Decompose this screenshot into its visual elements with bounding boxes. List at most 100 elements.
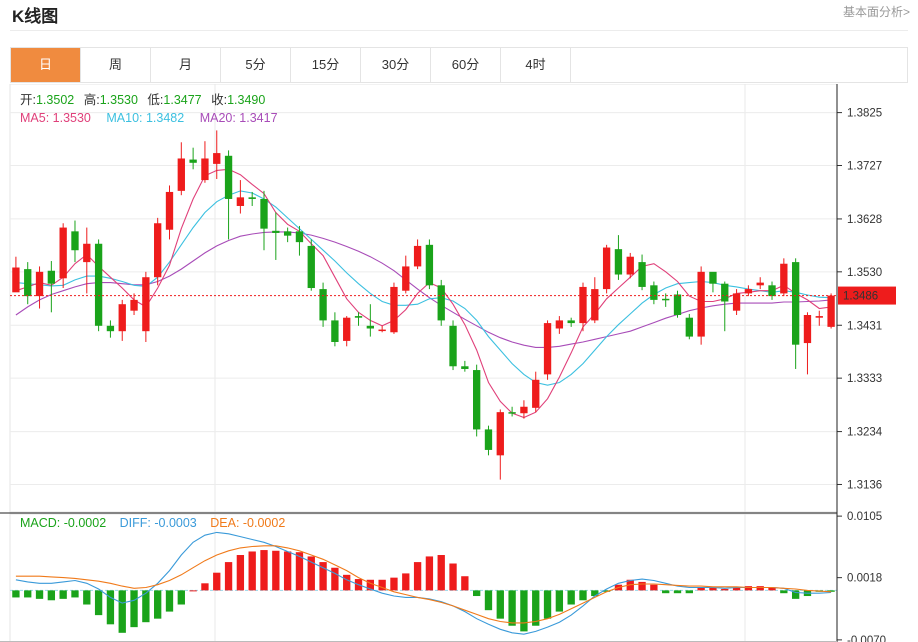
macd-lines [15, 531, 832, 635]
macd-bar [177, 590, 185, 605]
ma10-line [15, 190, 832, 386]
macd-bar [685, 590, 693, 594]
candle [189, 147, 197, 170]
fundamental-analysis-link[interactable]: 基本面分析> [842, 5, 910, 19]
candle [295, 225, 304, 256]
macd-tick-label: 0.0018 [847, 573, 882, 585]
candle [283, 227, 292, 243]
price-tick-label: 1.3628 [847, 214, 882, 226]
ma20-value: MA20: 1.3417 [200, 111, 278, 125]
candle-body [260, 198, 268, 229]
ma5-line [15, 168, 832, 419]
candle [662, 293, 670, 307]
candle [343, 316, 351, 347]
price-tick-label: 1.3825 [847, 108, 882, 120]
macd-bar [555, 590, 564, 612]
candle-body [555, 320, 564, 329]
macd-tick-label: -0.0070 [847, 635, 886, 642]
candle-body [130, 299, 138, 311]
macd-bar [484, 590, 493, 611]
candle [756, 277, 764, 290]
candle [331, 312, 339, 347]
high-value: 1.3530 [100, 93, 138, 107]
macd-bar [496, 590, 504, 619]
candle-body [756, 282, 764, 286]
moving-average-lines [15, 168, 832, 419]
price-tick-label: 1.3727 [847, 160, 882, 172]
candle [532, 371, 540, 413]
candle [425, 239, 434, 290]
macd-bar [473, 590, 481, 597]
tab-60min[interactable]: 60分 [431, 48, 501, 82]
candle [307, 239, 315, 291]
period-tabs: 日 周 月 5分 15分 30分 60分 4时 [10, 47, 908, 83]
candle-body [331, 320, 339, 342]
candle-body [744, 289, 753, 294]
candle-body [520, 406, 528, 414]
tab-month[interactable]: 月 [151, 48, 221, 82]
candle [709, 271, 717, 293]
macd-bar [12, 590, 20, 598]
candle-body [591, 289, 599, 321]
tab-day[interactable]: 日 [11, 48, 81, 82]
candle [319, 282, 327, 327]
macd-bar [756, 586, 764, 591]
macd-bar [295, 552, 304, 591]
candle [378, 325, 386, 333]
candle [827, 293, 835, 329]
candle-body [59, 227, 67, 279]
tab-4hour[interactable]: 4时 [501, 48, 571, 82]
candle [780, 258, 788, 297]
tab-5min[interactable]: 5分 [221, 48, 291, 82]
candle [555, 316, 564, 334]
tab-week[interactable]: 周 [81, 48, 151, 82]
candle-body [673, 294, 682, 316]
macd-bar [366, 579, 374, 591]
candle-body [142, 277, 150, 332]
candle [461, 360, 469, 372]
candle [260, 190, 268, 251]
tab-15min[interactable]: 15分 [291, 48, 361, 82]
candle [567, 317, 575, 327]
candle [272, 212, 280, 260]
macd-value: MACD: -0.0002 [20, 516, 106, 530]
candle [354, 312, 363, 326]
candle-body [83, 243, 91, 263]
candle [248, 191, 256, 206]
candle [142, 271, 150, 342]
candle-body [685, 317, 693, 337]
tab-30min[interactable]: 30分 [361, 48, 431, 82]
candle [449, 320, 457, 371]
candle-body [567, 320, 575, 324]
close-label: 收: [211, 93, 227, 107]
macd-bar [744, 586, 753, 591]
macd-tick-label: 0.0105 [847, 511, 882, 523]
candle-body [366, 325, 374, 329]
candle-body [248, 197, 256, 199]
candle-body [272, 230, 280, 233]
macd-bar [343, 574, 351, 591]
macd-bar [638, 581, 646, 591]
macd-bar [461, 576, 469, 591]
candle-body [12, 267, 20, 293]
candle-body [532, 379, 540, 408]
dea-line [15, 545, 832, 624]
candle [106, 320, 115, 338]
candle-body [496, 412, 504, 456]
macd-bar [567, 590, 575, 605]
macd-bar [106, 590, 115, 625]
candlestick-series [12, 130, 835, 480]
price-tick-label: 1.3136 [847, 479, 882, 491]
candle-body [213, 153, 221, 164]
candle-body [224, 155, 233, 199]
candle-body [602, 247, 611, 290]
candle [59, 223, 67, 289]
candle [213, 130, 221, 179]
page-title: K线图 [12, 7, 59, 26]
candle [721, 281, 729, 332]
candle-body [106, 325, 115, 332]
macd-bar [118, 590, 126, 633]
candle [47, 261, 56, 313]
ma20-line [15, 231, 832, 348]
macd-bar [94, 590, 103, 616]
